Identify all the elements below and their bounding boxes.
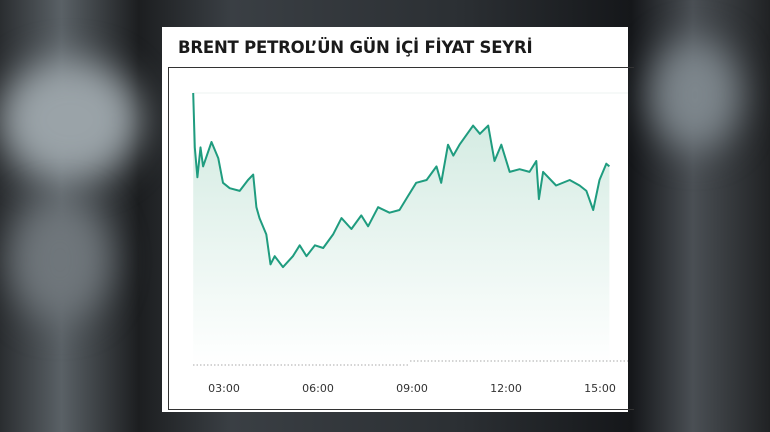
background-blur	[10, 200, 110, 320]
x-tick-label: 06:00	[302, 382, 334, 395]
x-tick-label: 12:00	[490, 382, 522, 395]
background-blur	[0, 60, 140, 180]
background-blur	[650, 40, 740, 150]
price-area	[193, 93, 610, 365]
x-tick-label: 15:00	[584, 382, 616, 395]
x-tick-label: 09:00	[396, 382, 428, 395]
x-tick-label: 03:00	[208, 382, 240, 395]
price-line	[192, 92, 611, 269]
chart-title: BRENT PETROL’ÜN GÜN İÇİ FİYAT SEYRİ	[178, 38, 533, 57]
plot-frame	[168, 67, 634, 410]
